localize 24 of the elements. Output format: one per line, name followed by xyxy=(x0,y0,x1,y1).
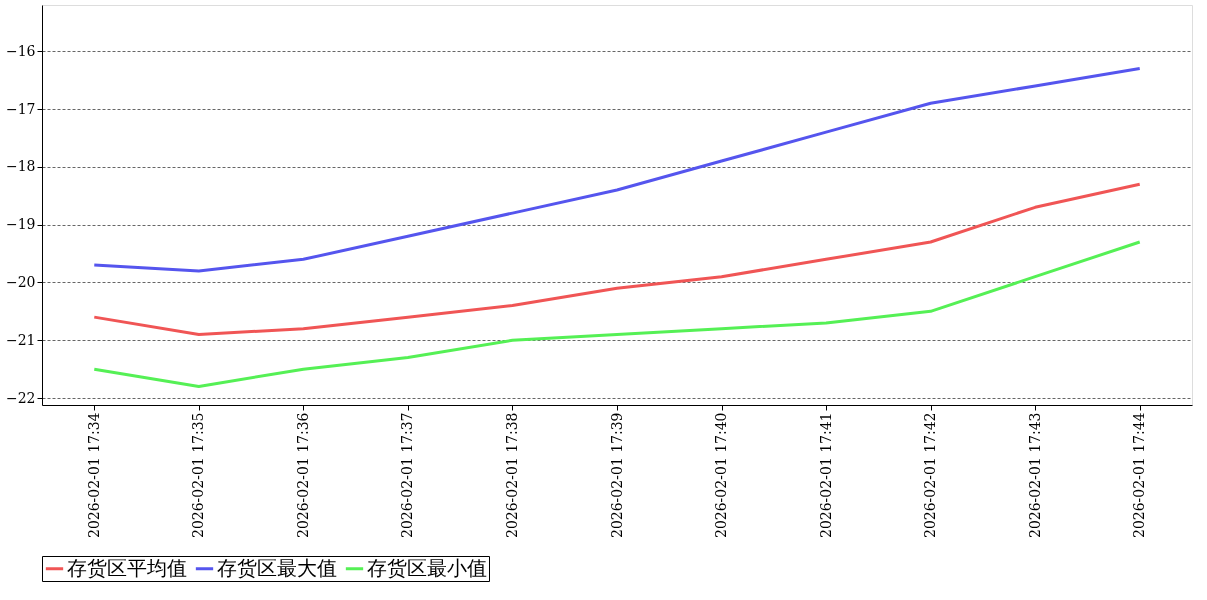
x-tick-label: 2026-02-01 17:37 xyxy=(399,412,416,539)
legend-label: 存货区平均值 xyxy=(67,555,187,580)
legend-label: 存货区最小值 xyxy=(367,555,487,580)
line-series xyxy=(92,67,1142,273)
y-tick-label: −22 xyxy=(5,389,36,406)
x-tick-label: 2026-02-01 17:38 xyxy=(503,412,520,539)
y-tick-label: −17 xyxy=(5,100,36,117)
x-tick-label: 2026-02-01 17:43 xyxy=(1026,412,1043,539)
line-series xyxy=(92,240,1142,388)
x-tick-label: 2026-02-01 17:39 xyxy=(608,412,625,539)
y-tick-label: −19 xyxy=(5,216,36,233)
x-tick-label: 2026-02-01 17:42 xyxy=(922,412,939,539)
line-series xyxy=(92,182,1142,336)
x-tick-label: 2026-02-01 17:34 xyxy=(85,412,102,539)
x-tick-label: 2026-02-01 17:35 xyxy=(190,412,207,539)
x-tick-label: 2026-02-01 17:40 xyxy=(713,412,730,539)
y-tick-label: −21 xyxy=(5,331,36,348)
y-tick-label: −18 xyxy=(5,158,36,175)
x-tick-label: 2026-02-01 17:41 xyxy=(817,412,834,539)
legend-label: 存货区最大值 xyxy=(217,555,337,580)
y-tick-label: −16 xyxy=(5,42,36,59)
y-tick-label: −20 xyxy=(5,273,36,290)
x-tick-label: 2026-02-01 17:44 xyxy=(1131,412,1148,539)
x-tick-label: 2026-02-01 17:36 xyxy=(294,412,311,539)
